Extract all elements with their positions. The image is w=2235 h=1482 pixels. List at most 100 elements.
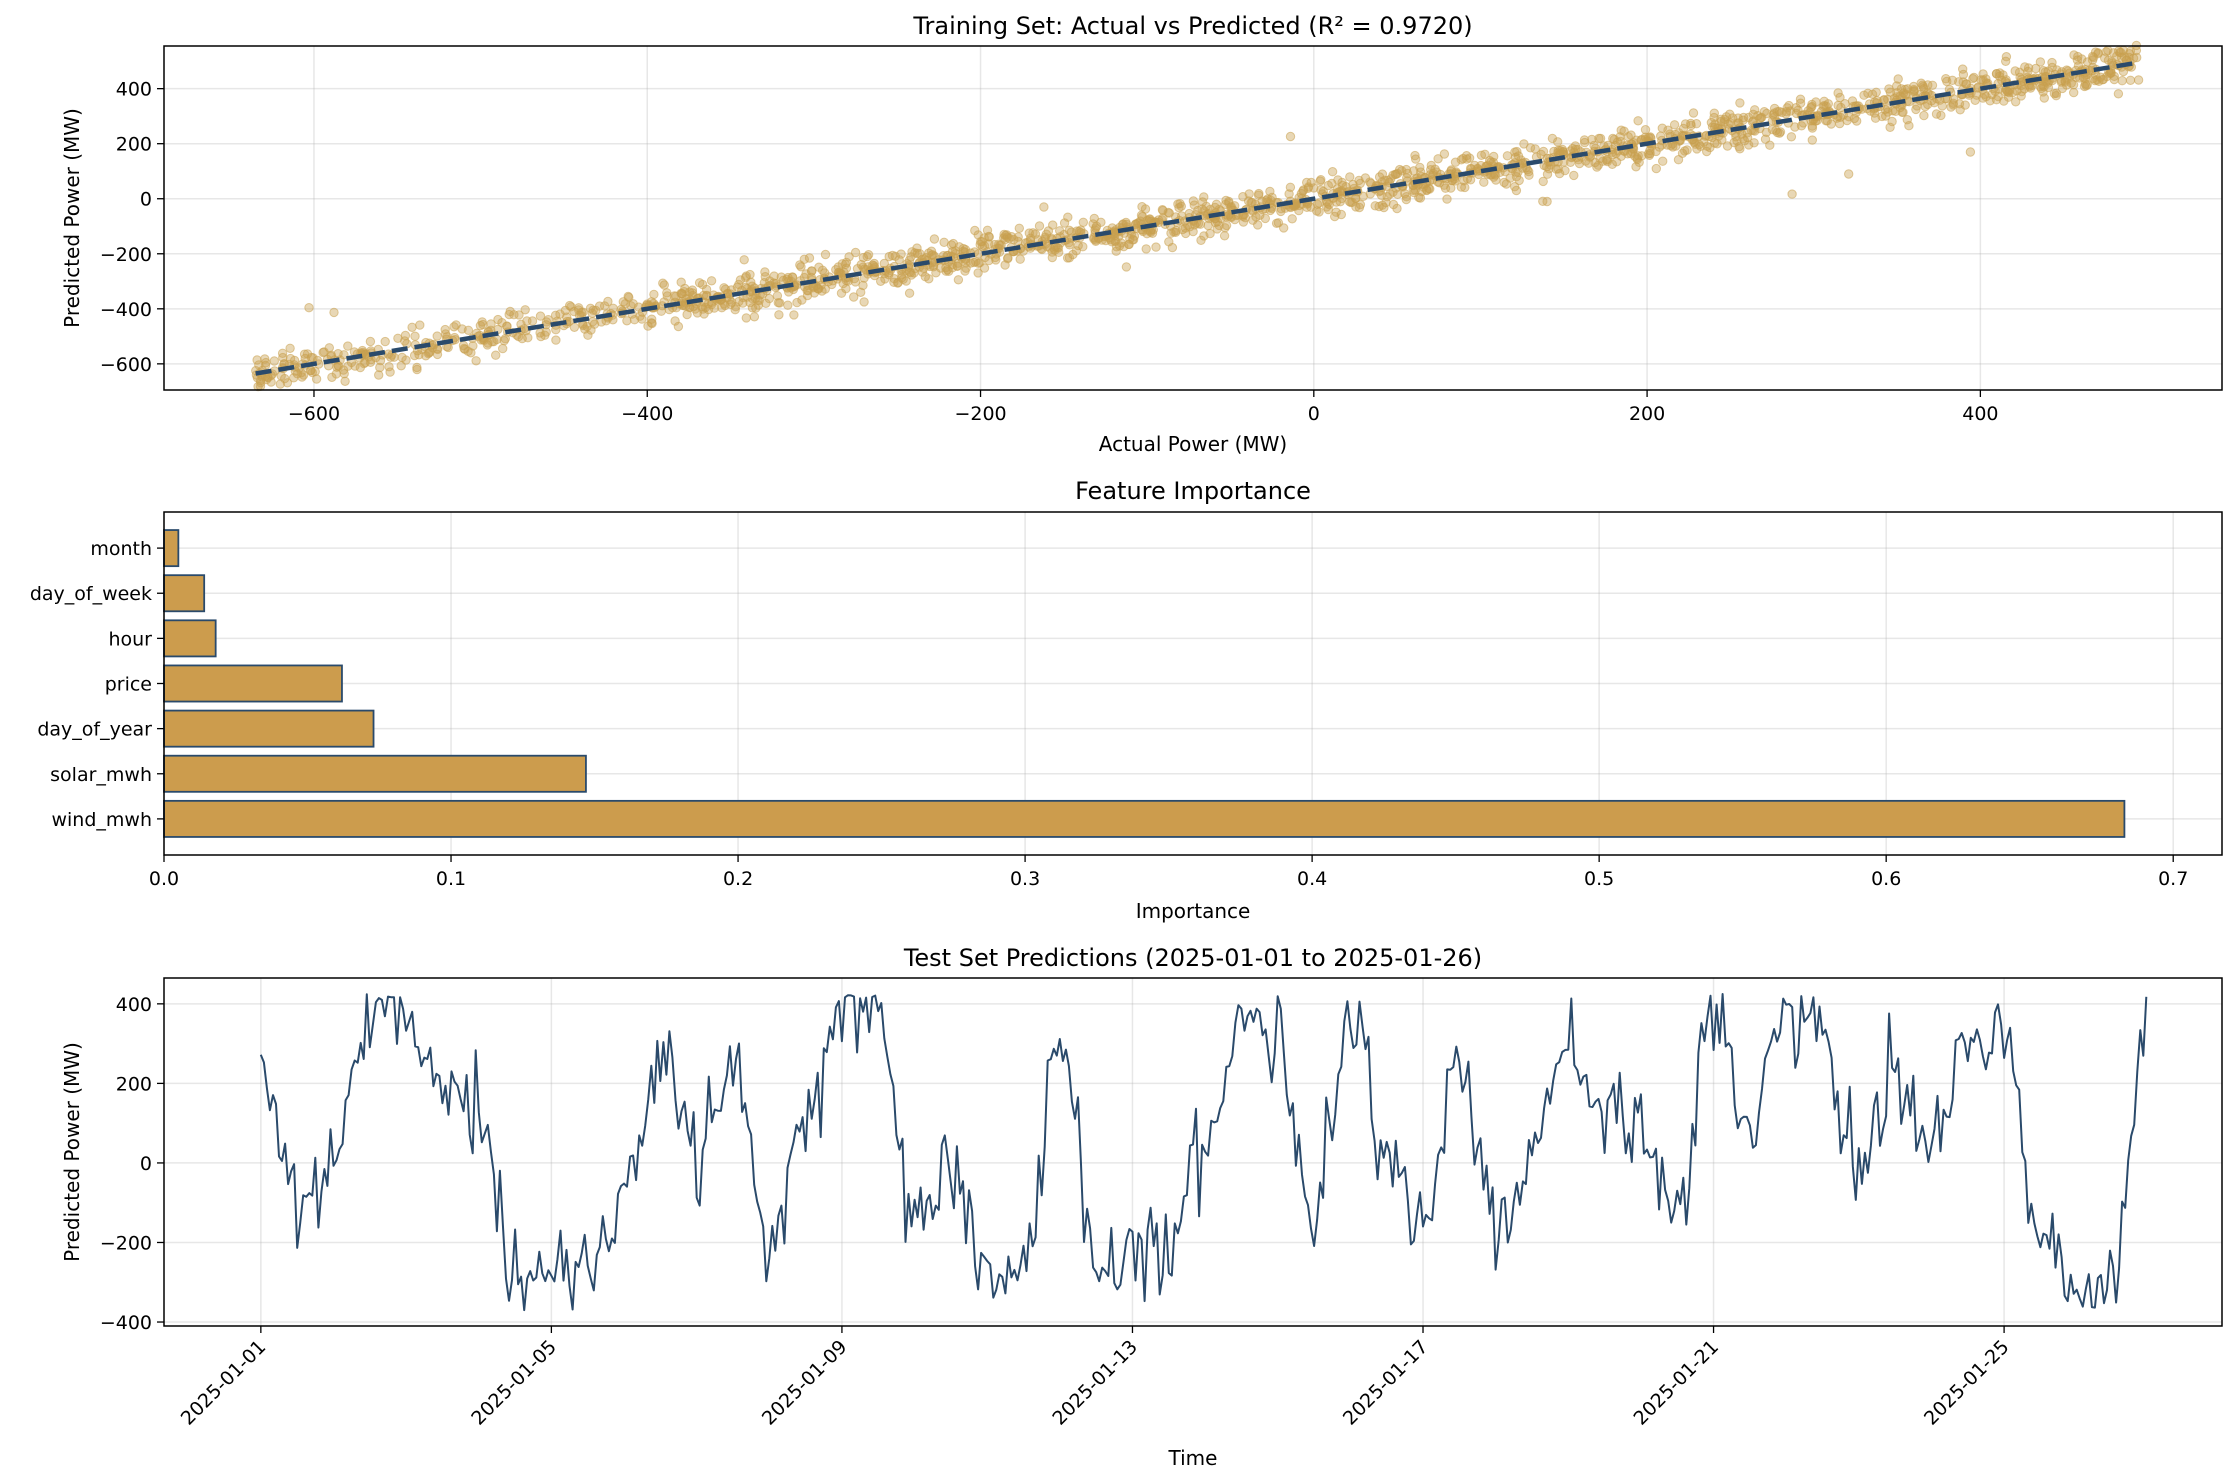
scatter-point: [1645, 132, 1655, 142]
scatter-point: [618, 297, 628, 307]
scatter-point: [1912, 101, 1922, 111]
scatter-point: [432, 331, 442, 341]
scatter-point: [324, 343, 334, 353]
scatter-point: [1978, 75, 1988, 85]
scatter-point: [1688, 108, 1699, 118]
scatter-point: [1151, 242, 1161, 252]
scatter-point: [1090, 225, 1100, 235]
importance-xtick-label: 0.4: [1297, 868, 1327, 890]
scatter-ytick-label: −600: [100, 354, 152, 376]
scatter-point: [1941, 74, 1951, 84]
scatter-point: [1919, 110, 1929, 121]
scatter-point: [994, 239, 1004, 250]
predictions-line: [259, 993, 2148, 1312]
scatter-point: [1111, 246, 1121, 256]
scatter-point: [2103, 45, 2113, 55]
scatter-point: [1388, 187, 1398, 197]
scatter-point: [1323, 204, 1334, 215]
scatter-point: [1140, 204, 1151, 214]
scatter-point: [1416, 167, 1426, 177]
scatter-point: [1937, 101, 1948, 111]
scatter-point: [2124, 49, 2135, 59]
scatter-point: [817, 286, 827, 296]
scatter-point: [498, 343, 508, 354]
scatter-point: [1199, 192, 1209, 202]
scatter-point: [1705, 142, 1715, 153]
scatter-point: [1266, 195, 1276, 206]
scatter-point: [1654, 142, 1665, 152]
scatter-point: [1189, 200, 1200, 210]
scatter-point: [365, 336, 376, 347]
scatter-point: [1145, 214, 1155, 224]
importance-bar-month: [163, 529, 180, 568]
importance-bar-solar_mwh: [163, 754, 587, 793]
scatter-point: [397, 352, 407, 363]
scatter-point: [849, 292, 859, 302]
importance-xtick-label: 0.7: [2158, 868, 2188, 890]
scatter-point: [551, 325, 561, 335]
scatter-point: [1637, 151, 1647, 161]
scatter-point: [1125, 234, 1135, 244]
scatter-point: [647, 314, 657, 324]
importance-category-label: day_of_week: [30, 583, 152, 605]
predictions-frame: [163, 977, 2223, 1327]
scatter-point: [599, 301, 610, 311]
scatter-frame: [163, 45, 2223, 391]
scatter-point: [1193, 205, 1203, 216]
scatter-point: [670, 316, 680, 326]
importance-category-label: price: [105, 674, 152, 696]
importance-bar-hour: [163, 619, 217, 658]
importance-bar-day_of_year: [163, 709, 375, 748]
scatter-point: [2118, 66, 2129, 77]
scatter-point: [1981, 92, 1991, 102]
scatter-point: [1219, 231, 1230, 241]
scatter-point: [594, 301, 605, 311]
scatter-point: [1770, 112, 1780, 122]
scatter-point: [868, 260, 878, 270]
scatter-point: [1285, 131, 1296, 142]
scatter-point: [747, 303, 758, 313]
scatter-xtick-label: 0: [1308, 403, 1320, 425]
scatter-point: [1692, 144, 1702, 154]
scatter-point: [658, 278, 668, 288]
scatter-point: [487, 337, 497, 347]
scatter-point: [2107, 58, 2117, 69]
scatter-ytick-label: 200: [116, 134, 152, 156]
predictions-panel: Test Set Predictions (2025-01-01 to 2025…: [60, 944, 2223, 1470]
importance-category-label: solar_mwh: [50, 764, 152, 786]
scatter-point: [1658, 156, 1668, 166]
scatter-point: [1346, 197, 1356, 208]
scatter-point: [1595, 133, 1606, 144]
scatter-point: [1772, 127, 1783, 138]
scatter-point: [703, 304, 714, 315]
scatter-point: [901, 276, 911, 286]
predictions-ticks: 2025-01-01 2025-01-05 2025-01-09 2025-01-13…: [100, 994, 2014, 1430]
scatter-xlabel: Actual Power (MW): [1099, 432, 1287, 456]
scatter-point: [917, 267, 928, 277]
scatter-point: [1738, 112, 1749, 123]
scatter-point: [1450, 174, 1460, 184]
scatter-point: [393, 333, 403, 343]
scatter-point: [741, 313, 751, 323]
scatter-point: [982, 225, 993, 236]
scatter-point: [1199, 231, 1209, 241]
scatter-point: [960, 266, 970, 276]
scatter-point: [1813, 111, 1823, 122]
importance-xtick-label: 0.1: [436, 868, 466, 890]
scatter-point: [1538, 146, 1549, 157]
scatter-point: [275, 379, 285, 389]
scatter-point: [608, 303, 618, 313]
scatter-point: [1251, 212, 1261, 222]
scatter-point: [669, 291, 679, 301]
scatter-point: [2047, 57, 2057, 68]
scatter-point: [269, 366, 280, 376]
scatter-point: [1047, 247, 1057, 257]
scatter-point: [1331, 197, 1342, 207]
scatter-point: [2098, 74, 2109, 85]
scatter-point: [2002, 86, 2012, 96]
scatter-point: [449, 322, 459, 332]
scatter-point: [1633, 116, 1643, 126]
scatter-point: [1185, 222, 1195, 232]
scatter-point: [1303, 183, 1313, 194]
scatter-point: [1327, 178, 1337, 189]
